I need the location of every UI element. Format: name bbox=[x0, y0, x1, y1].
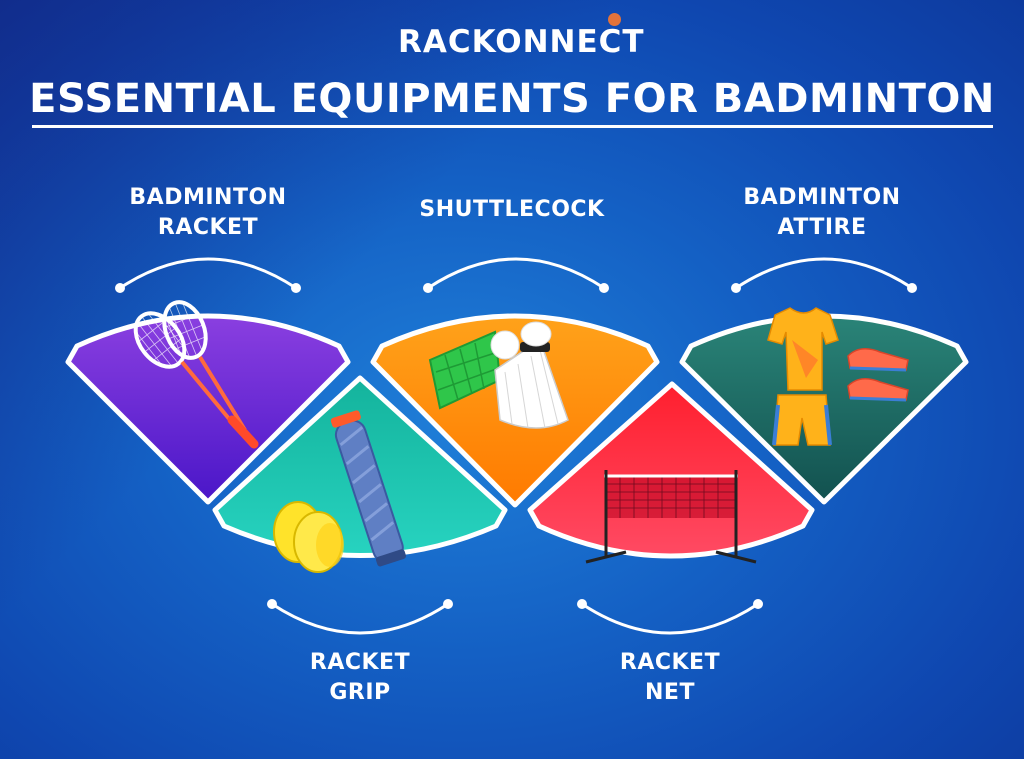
label-line-2: GRIP bbox=[329, 680, 391, 705]
label-shuttlecock: SHUTTLECOCK bbox=[392, 195, 632, 225]
label-badminton-racket: BADMINTON RACKET bbox=[88, 183, 328, 243]
tile-racket-net bbox=[527, 381, 815, 559]
racket-icon bbox=[133, 300, 259, 449]
label-line-1: BADMINTON bbox=[129, 185, 287, 210]
brand-logo: RACKONNECT bbox=[398, 24, 645, 60]
label-line-2: NET bbox=[645, 680, 695, 705]
logo-ball-icon bbox=[608, 13, 621, 26]
label-line-1: BADMINTON bbox=[743, 185, 901, 210]
label-line-1: RACKET bbox=[619, 650, 721, 675]
grip-icon bbox=[273, 410, 407, 573]
label-badminton-attire: BADMINTON ATTIRE bbox=[702, 183, 942, 243]
label-line-2: ATTIRE bbox=[777, 215, 867, 240]
attire-icon bbox=[767, 307, 909, 446]
title-underline bbox=[32, 125, 993, 128]
label-racket-grip: RACKET GRIP bbox=[240, 648, 480, 708]
net-icon bbox=[585, 470, 757, 564]
arc-decoration-grip bbox=[267, 599, 453, 635]
arc-decoration-net bbox=[577, 599, 763, 635]
page-title: ESSENTIAL EQUIPMENTS FOR BADMINTON bbox=[29, 76, 995, 122]
shuttlecock-icon bbox=[428, 321, 569, 429]
arc-decoration-attire bbox=[731, 257, 917, 293]
arc-decoration-shuttlecock bbox=[423, 257, 609, 293]
label-line-2: RACKET bbox=[157, 215, 259, 240]
tile-badminton-racket bbox=[65, 313, 351, 505]
label-line-1: SHUTTLECOCK bbox=[419, 197, 605, 222]
arc-decoration-racket bbox=[115, 257, 301, 293]
label-racket-net: RACKET NET bbox=[550, 648, 790, 708]
label-line-1: RACKET bbox=[309, 650, 411, 675]
